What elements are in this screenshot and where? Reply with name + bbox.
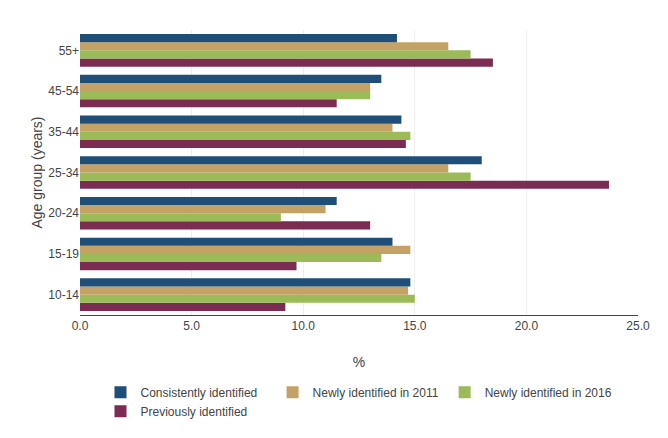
svg-text:15-19: 15-19 xyxy=(48,247,79,261)
svg-text:15.0: 15.0 xyxy=(403,319,427,333)
svg-text:35-44: 35-44 xyxy=(48,125,79,139)
svg-text:Previously identified: Previously identified xyxy=(141,405,248,419)
svg-text:Consistently identified: Consistently identified xyxy=(141,386,258,400)
svg-text:Newly identified in 2016: Newly identified in 2016 xyxy=(485,386,612,400)
svg-text:25.0: 25.0 xyxy=(626,319,650,333)
svg-text:5.0: 5.0 xyxy=(183,319,200,333)
svg-text:0.0: 0.0 xyxy=(72,319,89,333)
svg-text:Age group (years): Age group (years) xyxy=(29,116,45,228)
svg-text:55+: 55+ xyxy=(59,44,79,58)
svg-text:25-34: 25-34 xyxy=(48,166,79,180)
svg-text:10-14: 10-14 xyxy=(48,288,79,302)
svg-text:%: % xyxy=(353,354,365,370)
svg-text:20.0: 20.0 xyxy=(515,319,539,333)
svg-text:Newly identified in 2011: Newly identified in 2011 xyxy=(313,386,439,400)
svg-text:45-54: 45-54 xyxy=(48,84,79,98)
svg-text:20-24: 20-24 xyxy=(48,206,79,220)
svg-text:10.0: 10.0 xyxy=(292,319,316,333)
